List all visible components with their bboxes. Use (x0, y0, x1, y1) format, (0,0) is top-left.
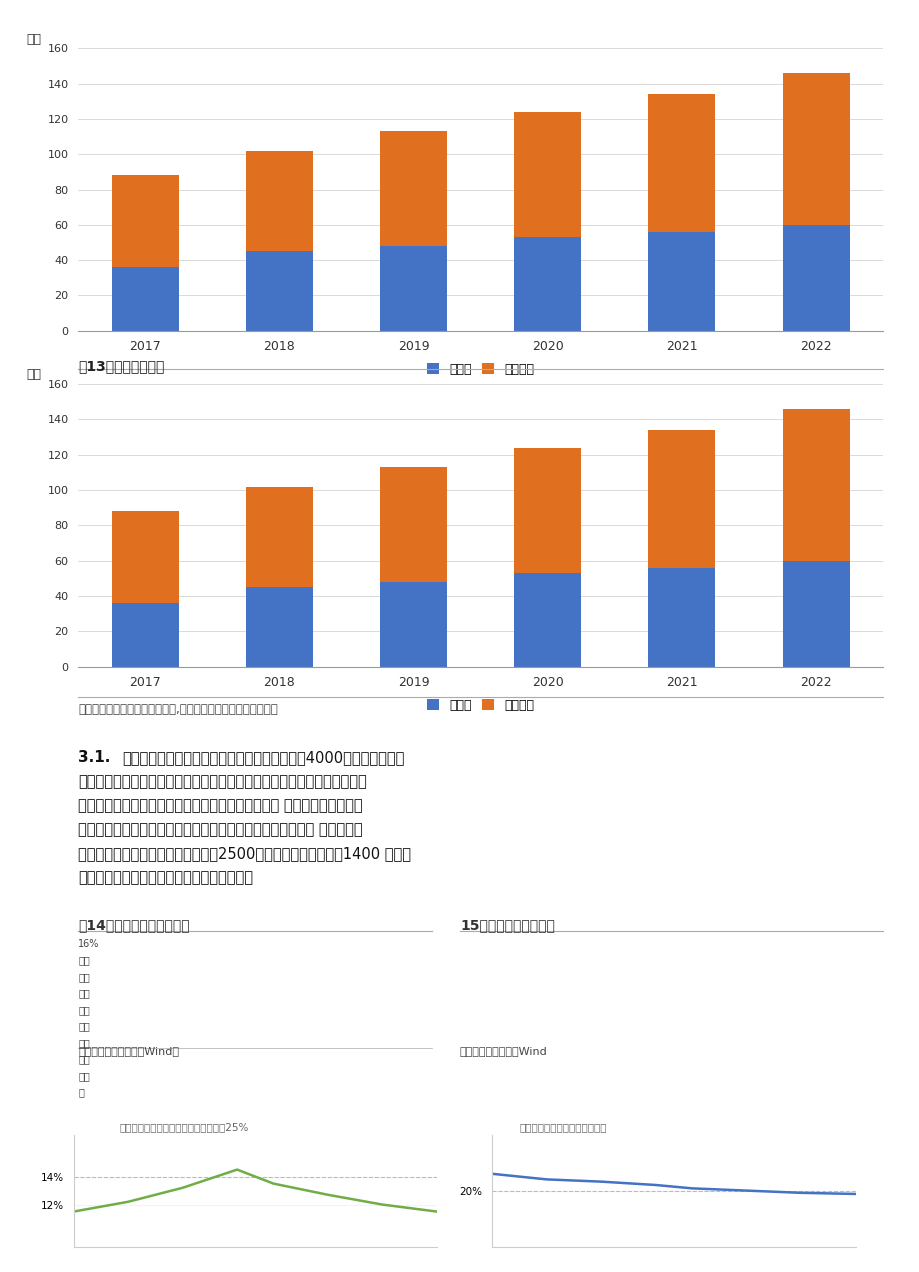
Text: 户占: 户占 (78, 1071, 90, 1081)
Text: 来水公司。和电力、燃气行业相比，大型的水务公司 较少。从上市公司客: 来水公司。和电力、燃气行业相比，大型的水务公司 较少。从上市公司客 (78, 799, 362, 813)
Text: 15：新天科技客户结构: 15：新天科技客户结构 (460, 918, 554, 932)
Bar (514, 112, 581, 237)
Text: 户结构上看，宁波水表覆盖全国超过两千家水务公司；新天科 技覆盖包含: 户结构上看，宁波水表覆盖全国超过两千家水务公司；新天科 技覆盖包含 (78, 822, 362, 837)
Text: 户占: 户占 (78, 1005, 90, 1015)
Bar (782, 225, 849, 331)
Bar (245, 486, 312, 588)
Text: 名客: 名客 (78, 988, 90, 999)
Text: 图13：水表市场空间: 图13：水表市场空间 (78, 359, 165, 373)
Bar (782, 73, 849, 225)
Text: 数据来源：东北证券，Wind数: 数据来源：东北证券，Wind数 (78, 1046, 179, 1056)
Legend: 机械表, 智能水表: 机械表, 智能水表 (422, 693, 539, 716)
Bar (111, 511, 178, 603)
Bar (648, 567, 715, 667)
Text: 16%: 16% (78, 939, 99, 949)
Text: 前五大客户占比第一大客户占比: 前五大客户占比第一大客户占比 (519, 1122, 607, 1132)
Bar (380, 467, 447, 581)
Text: 分散。其中较大的有北控水务、江西水务等，较小的有四线城市有两三家自: 分散。其中较大的有北控水务、江西水务等，较小的有四线城市有两三家自 (78, 775, 367, 790)
Bar (782, 408, 849, 561)
Bar (245, 588, 312, 667)
Text: 前五: 前五 (78, 972, 90, 982)
Y-axis label: 亿元: 亿元 (27, 369, 41, 382)
Bar (111, 176, 178, 267)
Bar (514, 572, 581, 667)
Legend: 机械表, 智能水表: 机械表, 智能水表 (422, 357, 539, 380)
Text: 比: 比 (78, 1088, 84, 1098)
Text: 销最: 销最 (78, 1038, 90, 1048)
Text: 图14：宁波水表客户结构图: 图14：宁波水表客户结构图 (78, 918, 189, 932)
Bar (514, 448, 581, 572)
Text: 以上水司建立和保持长期、稳定的业务关系。: 以上水司建立和保持长期、稳定的业务关系。 (78, 870, 253, 885)
Bar (648, 430, 715, 567)
Text: 3.1.: 3.1. (78, 750, 110, 766)
Bar (514, 237, 581, 331)
Bar (380, 131, 447, 245)
Text: 下游主要为水务公司，客户分散全国水务公司有4000多家，下游十分: 下游主要为水务公司，客户分散全国水务公司有4000多家，下游十分 (122, 750, 404, 766)
Text: 经销前五名客户占比经销最大客户占比25%: 经销前五名客户占比经销最大客户占比25% (119, 1122, 249, 1132)
Bar (648, 94, 715, 232)
Bar (111, 267, 178, 331)
Text: 水务、燃气在内的公用事业企业超过2500家；三川智慧与全国约1400 家县级: 水务、燃气在内的公用事业企业超过2500家；三川智慧与全国约1400 家县级 (78, 846, 411, 861)
Text: 直销: 直销 (78, 955, 90, 965)
Bar (782, 561, 849, 667)
Text: 据来源：东北证券，Wind: 据来源：东北证券，Wind (460, 1046, 547, 1056)
Bar (245, 150, 312, 252)
Text: 数据来源：东北证券，智研咨询,下游客户分散，行业集中度提升: 数据来源：东北证券，智研咨询,下游客户分散，行业集中度提升 (78, 703, 278, 716)
Bar (245, 252, 312, 331)
Bar (380, 581, 447, 667)
Y-axis label: 亿元: 亿元 (27, 33, 41, 46)
Bar (380, 245, 447, 331)
Bar (111, 603, 178, 667)
Text: 比直: 比直 (78, 1021, 90, 1032)
Text: 大客: 大客 (78, 1054, 90, 1065)
Bar (648, 232, 715, 331)
